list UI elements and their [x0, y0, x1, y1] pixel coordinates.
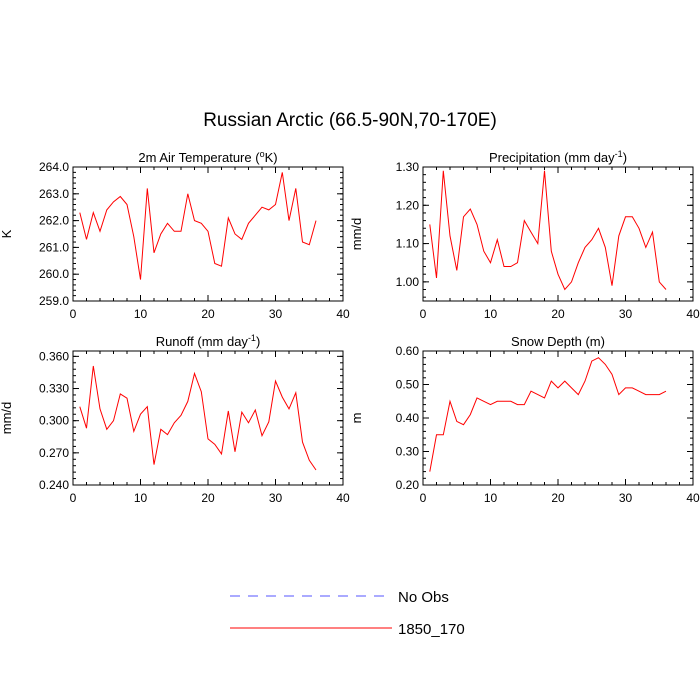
y-tick-label: 264.0 [39, 160, 69, 174]
y-axis-label: m [349, 413, 364, 424]
y-tick-label: 1.30 [396, 160, 420, 174]
y-tick-label: 1.10 [396, 237, 420, 251]
legend-label: No Obs [398, 589, 449, 606]
y-tick-label: 1.20 [396, 198, 420, 212]
y-tick-label: 0.20 [396, 478, 420, 492]
x-tick-label: 10 [134, 307, 148, 321]
y-tick-label: 0.60 [396, 344, 420, 358]
x-tick-label: 20 [551, 491, 565, 505]
x-tick-label: 30 [619, 307, 633, 321]
y-tick-label: 263.0 [39, 187, 69, 201]
x-tick-label: 10 [134, 491, 148, 505]
y-tick-label: 1.00 [396, 275, 420, 289]
series-line-1850-170 [79, 172, 317, 280]
figure-title: Russian Arctic (66.5-90N,70-170E) [203, 110, 497, 131]
series-line-1850-170 [79, 365, 317, 471]
x-tick-label: 40 [686, 307, 700, 321]
x-tick-label: 30 [619, 491, 633, 505]
y-tick-label: 0.50 [396, 378, 420, 392]
x-tick-label: 10 [484, 307, 498, 321]
y-tick-label: 0.240 [39, 478, 69, 492]
x-tick-label: 10 [484, 491, 498, 505]
y-tick-label: 261.0 [39, 240, 69, 254]
x-tick-label: 40 [336, 307, 350, 321]
x-tick-label: 20 [551, 307, 565, 321]
y-axis-label: mm/d [349, 218, 364, 251]
x-tick-label: 0 [420, 491, 427, 505]
y-tick-label: 260.0 [39, 267, 69, 281]
y-tick-label: 0.330 [39, 382, 69, 396]
x-tick-label: 0 [70, 307, 77, 321]
y-tick-label: 262.0 [39, 214, 69, 228]
plot-frame [72, 350, 344, 486]
y-axis-label: K [0, 229, 14, 238]
y-tick-label: 259.0 [39, 294, 69, 308]
plot-frame [72, 166, 344, 302]
panel-title: Snow Depth (m) [511, 334, 605, 349]
panel-precipitation: Precipitation (mm day-1) mm/d 0 10 20 30 40 1.0… [349, 149, 700, 321]
plot-frame [422, 350, 694, 486]
series-line-1850-170 [429, 357, 667, 472]
legend: No Obs 1850_170 [230, 589, 465, 638]
y-tick-label: 0.270 [39, 446, 69, 460]
panel-title: Runoff (mm day-1) [156, 333, 261, 349]
x-tick-label: 30 [269, 307, 283, 321]
panel-air-temperature: 2m Air Temperature (oK) K 0 10 20 30 40 259.0 26… [0, 149, 350, 321]
x-tick-label: 20 [201, 307, 215, 321]
x-tick-label: 0 [70, 491, 77, 505]
x-tick-label: 20 [201, 491, 215, 505]
x-tick-label: 0 [420, 307, 427, 321]
panel-title: Precipitation (mm day-1) [489, 149, 627, 165]
x-tick-label: 30 [269, 491, 283, 505]
y-tick-label: 0.40 [396, 411, 420, 425]
panel-title: 2m Air Temperature (oK) [138, 149, 277, 165]
x-tick-label: 40 [336, 491, 350, 505]
y-tick-label: 0.360 [39, 349, 69, 363]
panel-runoff: Runoff (mm day-1) mm/d 0 10 20 30 40 0.240 0.270… [0, 333, 350, 505]
x-tick-label: 40 [686, 491, 700, 505]
y-tick-label: 0.30 [396, 445, 420, 459]
series-line-1850-170 [429, 170, 667, 291]
y-tick-label: 0.300 [39, 414, 69, 428]
panel-snow-depth: Snow Depth (m) m 0 10 20 30 40 0.20 0.30 0.40 0.50… [349, 334, 700, 505]
y-axis-label: mm/d [0, 402, 14, 435]
legend-label: 1850_170 [398, 621, 465, 638]
